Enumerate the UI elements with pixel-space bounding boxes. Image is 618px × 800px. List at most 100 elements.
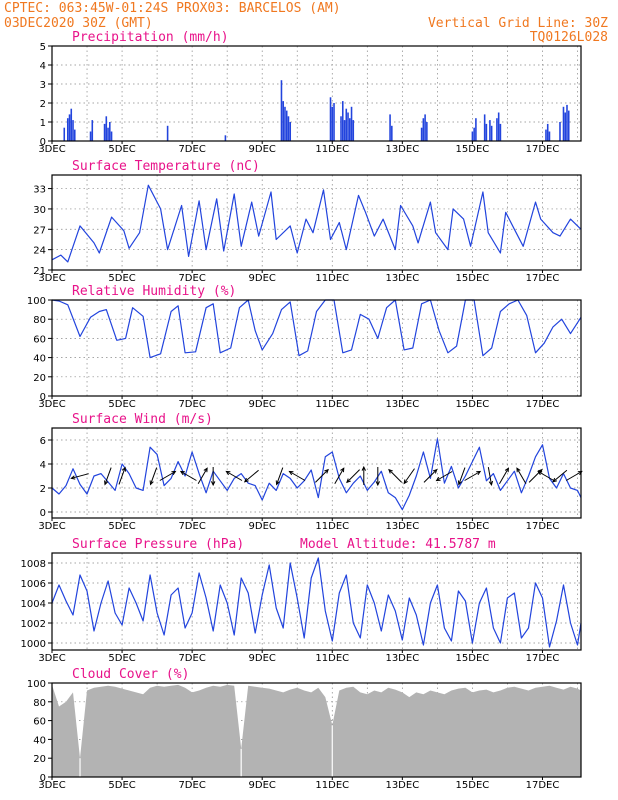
ytick-label: 21	[33, 266, 46, 277]
xtick-label: 5DEC	[108, 521, 135, 532]
panel-4: 1000 1002 1004 1006 1008 3DEC 5DEC 7DEC 9DEC 11DE…	[21, 537, 582, 664]
ytick-label: 24	[33, 246, 46, 257]
xtick-label: 15DEC	[456, 399, 490, 410]
xtick-label: 9DEC	[249, 273, 276, 284]
precip-bar	[347, 112, 349, 141]
ytick-label: 1004	[21, 599, 46, 610]
ytick-label: 4	[40, 61, 46, 72]
header-grid-note: Vertical Grid Line: 30Z	[428, 16, 608, 31]
precip-bar	[426, 122, 428, 141]
precip-bar	[475, 118, 477, 141]
panel-frame	[51, 682, 582, 778]
precip-bar	[285, 110, 288, 141]
wind-arrow-head	[375, 481, 380, 487]
precip-bar	[287, 116, 290, 141]
xtick-label: 13DEC	[385, 521, 419, 532]
ytick-label: 30	[33, 205, 46, 216]
xtick-label: 13DEC	[385, 399, 419, 410]
precip-bar	[107, 127, 109, 141]
wind-arrow	[150, 467, 158, 485]
precip-bar	[89, 131, 92, 141]
precip-bar	[564, 112, 567, 141]
ytick-label: 0	[40, 773, 46, 784]
precip-bar	[72, 120, 74, 141]
precip-bar	[422, 118, 425, 141]
precip-bar	[282, 101, 285, 141]
wind-arrow-head	[552, 477, 558, 483]
ytick-label: 80	[33, 698, 46, 709]
wind-arrow-head	[361, 465, 366, 471]
wind-arrow	[552, 469, 568, 483]
xtick-label: 5DEC	[108, 653, 135, 664]
ytick-label: 2	[40, 484, 46, 495]
header-line1: CPTEC: 063:45W-01:24S PROX03: BARCELOS (…	[4, 1, 341, 16]
xtick-label: 7DEC	[178, 521, 205, 532]
wind-arrow-head	[488, 480, 494, 486]
series-line	[51, 299, 582, 359]
xtick-label: 3DEC	[38, 273, 65, 284]
precip-bar	[333, 103, 335, 141]
xtick-label: 9DEC	[249, 653, 276, 664]
precip-bar	[473, 127, 475, 141]
wind-arrow	[315, 469, 329, 483]
wind-arrow-head	[403, 479, 408, 485]
precip-bar	[331, 106, 334, 141]
precip-bar	[559, 122, 561, 141]
xtick-label: 9DEC	[249, 399, 276, 410]
wind-arrow	[289, 471, 306, 481]
ytick-label: 27	[33, 225, 46, 236]
precip-bar	[389, 114, 391, 141]
wind-arrow-head	[537, 470, 543, 476]
precip-bar	[110, 131, 113, 141]
wind-arrow	[118, 467, 126, 485]
xtick-label: 17DEC	[526, 273, 560, 284]
precip-bar	[566, 104, 568, 141]
panel-title: Relative Humidity (%)	[72, 284, 236, 299]
panel-5: 0 20 40 60 80 100 3DEC 5DEC 7DEC 9DEC 11DEC 13DEC 15…	[27, 667, 582, 791]
wind-arrow	[104, 467, 112, 485]
xtick-label: 17DEC	[526, 521, 560, 532]
wind-arrow-head	[476, 470, 482, 476]
wind-arrow	[276, 467, 284, 485]
precip-bar	[471, 131, 474, 141]
precip-bar	[424, 114, 426, 141]
panel-2: 0 20 40 60 80 100 3DEC 5DEC 7DEC 9DEC 11DEC 13DEC 15…	[27, 284, 582, 410]
wind-arrow	[244, 469, 259, 483]
wind-arrow-head	[504, 467, 510, 473]
panel-title: Cloud Cover (%)	[72, 667, 189, 682]
header-date: 03DEC2020 30Z (GMT)	[4, 16, 153, 31]
wind-arrow-head	[516, 467, 521, 473]
wind-arrow	[159, 471, 176, 481]
precip-bar	[280, 80, 283, 141]
panel-3: 0 2 4 6 3DEC 5DEC 7DEC 9DEC 11DEC 13DEC 15DEC 17DEC…	[38, 412, 583, 532]
xtick-label: 9DEC	[249, 521, 276, 532]
precip-bar	[109, 122, 111, 141]
precip-bar	[343, 120, 346, 141]
precip-bar	[499, 123, 502, 141]
ytick-label: 1	[40, 118, 46, 129]
wind-arrow-head	[243, 477, 249, 483]
wind-arrow	[516, 467, 527, 485]
wind-arrow	[334, 467, 345, 485]
xtick-label: 5DEC	[108, 780, 135, 791]
xtick-label: 13DEC	[385, 653, 419, 664]
wind-arrow-head	[432, 468, 438, 474]
xtick-label: 15DEC	[456, 144, 490, 155]
panel-title: Surface Temperature (nC)	[72, 159, 260, 174]
wind-arrow-head	[288, 470, 294, 476]
xtick-label: 11DEC	[315, 144, 349, 155]
xtick-label: 15DEC	[456, 653, 490, 664]
wind-arrow-head	[210, 481, 216, 487]
ytick-label: 60	[33, 334, 46, 345]
xtick-label: 9DEC	[249, 780, 276, 791]
ytick-label: 100	[27, 679, 46, 690]
ytick-label: 40	[33, 354, 46, 365]
xtick-label: 5DEC	[108, 399, 135, 410]
ytick-label: 6	[40, 436, 46, 447]
ytick-label: 1002	[21, 619, 46, 630]
precip-bar	[350, 106, 353, 141]
wind-arrow	[565, 471, 583, 481]
xtick-label: 11DEC	[315, 521, 349, 532]
wind-arrow-head	[70, 475, 76, 480]
